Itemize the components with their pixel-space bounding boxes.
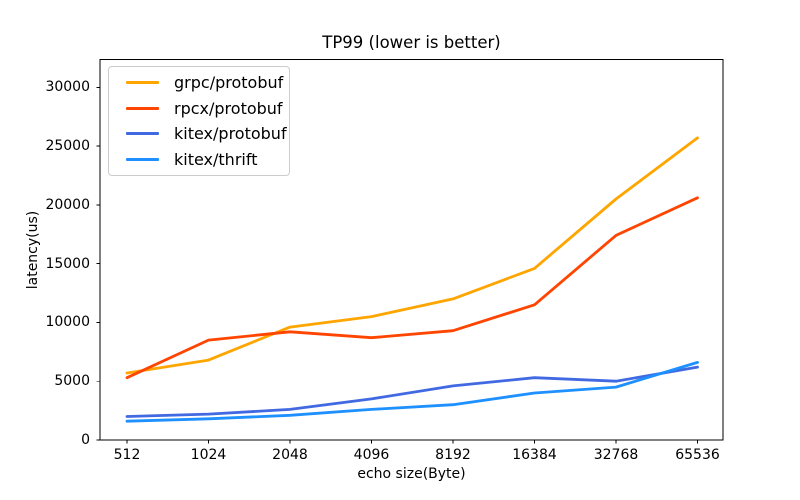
- x-tick-label: 16384: [512, 447, 557, 463]
- y-tick-label: 5000: [54, 373, 90, 390]
- legend-line-swatch-icon: [126, 132, 159, 136]
- legend-item-label: kitex/thrift: [174, 149, 258, 169]
- legend-item: kitex/protobuf: [109, 121, 289, 147]
- series-line-kitex-protobuf: [125, 365, 699, 418]
- x-tick-label: 32768: [593, 447, 639, 463]
- legend: grpc/protobuf rpcx/protobuf kitex/protob…: [108, 66, 290, 176]
- series-line-rpcx-protobuf: [125, 196, 699, 380]
- chart-title: TP99 (lower is better): [322, 33, 501, 52]
- y-tick-label: 10000: [45, 314, 90, 331]
- y-tick-label: 0: [81, 432, 90, 448]
- x-axis-label: echo size(Byte): [357, 466, 466, 482]
- y-axis-label: latency(us): [25, 210, 41, 290]
- series-line-kitex-thrift: [125, 360, 699, 423]
- legend-item: grpc/protobuf: [109, 70, 289, 96]
- x-tick-label: 65536: [675, 447, 720, 463]
- legend-item-label: kitex/protobuf: [174, 124, 287, 144]
- x-tick-label: 512: [113, 447, 141, 463]
- x-tick-label: 8192: [435, 447, 471, 463]
- series-line-grpc-protobuf: [125, 136, 699, 375]
- legend-item: kitex/thrift: [109, 147, 289, 173]
- y-tick-label: 20000: [45, 196, 90, 213]
- legend-item: rpcx/protobuf: [109, 96, 289, 122]
- legend-item-label: rpcx/protobuf: [174, 98, 283, 118]
- y-tick-label: 30000: [45, 79, 90, 96]
- legend-item-label: grpc/protobuf: [174, 73, 284, 93]
- x-tick-label: 2048: [272, 447, 308, 463]
- y-tick-label: 15000: [45, 255, 90, 272]
- x-tick-label: 1024: [190, 447, 227, 463]
- plot-spines: [99, 59, 724, 441]
- legend-line-swatch-icon: [126, 81, 159, 85]
- x-tick-label: 4096: [353, 447, 390, 463]
- legend-line-swatch-icon: [126, 106, 159, 110]
- y-tick-label: 25000: [45, 138, 90, 155]
- legend-line-swatch-icon: [126, 157, 159, 161]
